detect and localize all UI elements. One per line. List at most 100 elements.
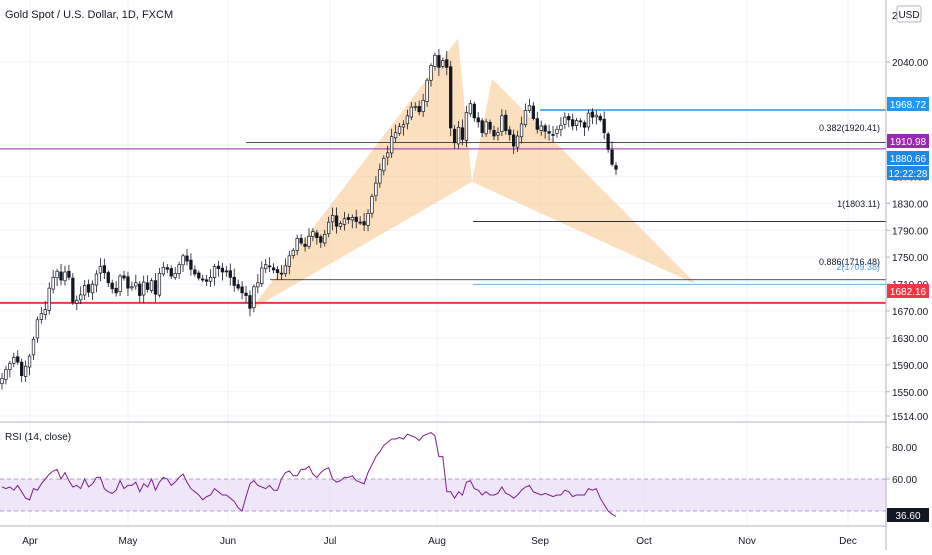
horizontal-levels[interactable] [0,109,886,304]
candle-body [279,272,284,275]
candle-body [173,272,177,278]
candle-body [543,125,547,132]
candle-body [547,131,551,134]
candle-body [366,213,370,226]
candle-body [181,255,185,266]
candle-body [240,286,244,294]
candle-body [248,295,252,309]
candle-body [291,250,295,256]
candle-body [330,215,335,223]
candle-body [378,169,382,184]
badge-rsi-text: 36.60 [895,511,920,522]
candle-body [496,132,500,136]
candle-body [354,216,358,222]
candle-body [4,369,8,380]
candle-body [59,271,63,281]
candle-body [610,149,614,165]
chart-title: Gold Spot / U.S. Dollar, 1D, FXCM [5,9,173,21]
candle-body [574,120,579,126]
candle-body [134,282,138,287]
rsi-pane[interactable] [0,432,886,517]
pattern-bcd-triangle[interactable] [472,78,697,285]
candle-body [197,272,201,279]
badge-1682: 1682.16 [887,284,929,298]
rsi-tick-label: 60.00 [892,475,917,486]
candle-body [177,264,181,274]
candle-body [370,196,374,214]
candle-body [539,125,543,131]
candle-body [118,275,122,292]
candle-body [189,259,193,270]
candle-body [260,267,264,285]
candle-body [346,217,351,220]
candle-body [185,255,189,262]
y-tick-label: 1830.00 [892,199,929,210]
badge-1910-text: 1910.98 [890,137,927,148]
candle-body [606,133,610,150]
candle-body [441,60,445,67]
bat-harmonic-pattern[interactable] [250,38,697,311]
candle-body [323,233,327,244]
rsi-line[interactable] [1,432,617,517]
currency-button[interactable]: USD [896,5,922,23]
rsi-label: RSI (14, close) [5,432,71,443]
candle-body [256,282,260,288]
candle-body [102,265,106,274]
candle-body [421,100,425,112]
badge-last-price-text: 1880.66 [890,154,927,165]
candle-body [83,285,87,296]
y-tick-label: 1630.00 [892,334,929,345]
candle-body [488,122,492,130]
candle-body [519,123,524,138]
candle-body [31,338,36,356]
candle-body [39,313,44,320]
candle-body [0,377,4,385]
candle-body [429,65,433,81]
candle-body [35,319,40,339]
x-month-label: Aug [428,536,446,547]
candle-body [75,299,79,304]
candle-body [484,121,488,135]
candle-body [212,266,217,278]
candle-body [433,54,437,67]
x-month-label: Dec [839,536,857,547]
candle-body [311,231,315,237]
candle-body [590,111,595,118]
candle-body [449,66,453,129]
candle-body [555,128,559,134]
candle-body [512,134,516,147]
badge-countdown-text: 12:22:28 [889,169,928,180]
candle-body [472,103,476,119]
candle-body [338,223,343,227]
candle-body [476,117,480,123]
candle-body [342,218,347,225]
pattern-xab-triangle[interactable] [250,38,472,311]
candle-body [232,276,236,286]
candle-body [468,103,473,115]
candle-body [67,270,71,278]
candle-body [236,284,240,289]
candle-series [0,48,618,390]
candle-body [165,267,169,270]
candle-body [43,309,47,315]
badge-1910: 1910.98 [887,134,929,148]
candle-body [205,279,209,282]
candle-body [220,267,225,273]
y-tick-label: 1790.00 [892,226,929,237]
x-month-label: Sep [531,536,549,547]
candle-body [283,265,288,274]
candle-body [295,237,299,251]
candle-body [98,266,103,274]
candle-body [94,273,99,286]
candle-body [531,105,535,119]
candle-body [27,355,32,368]
y-tick-label: 1590.00 [892,361,929,372]
candle-body [445,59,449,68]
candle-body [350,217,354,221]
x-month-label: Apr [22,536,38,547]
candle-body [425,79,429,102]
candle-body [90,283,95,294]
candle-body [12,357,16,364]
